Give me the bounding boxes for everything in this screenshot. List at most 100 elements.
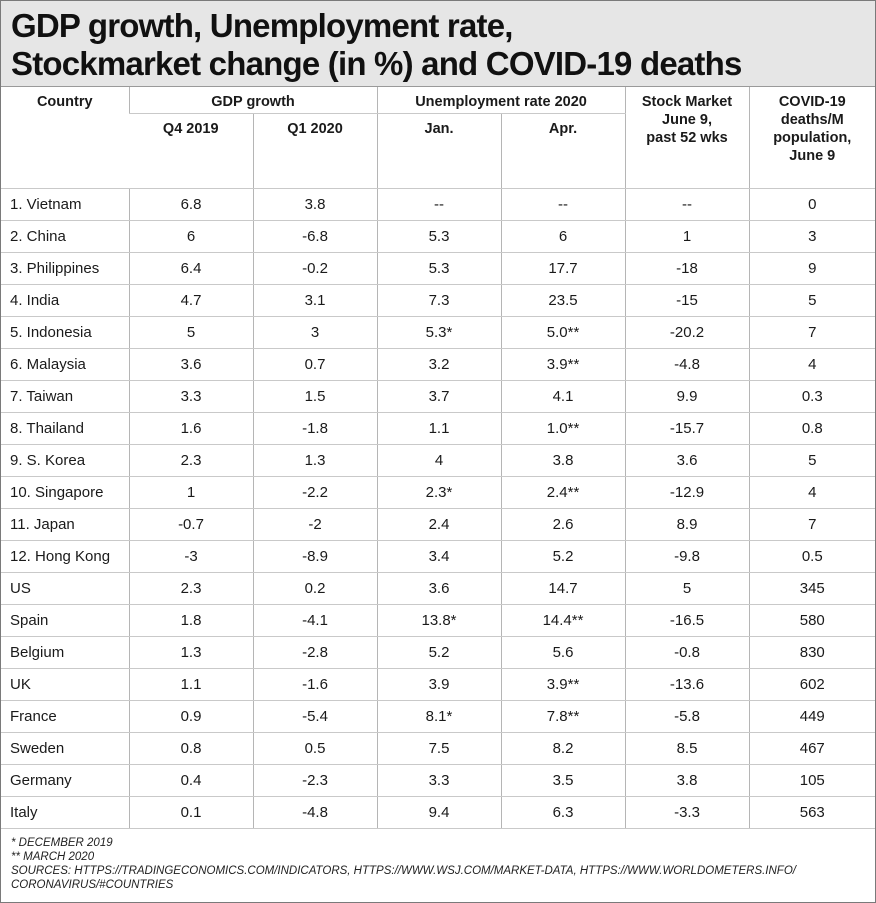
unemployment-header: Unemployment rate 2020 [376, 87, 626, 114]
unemployment-jan-cell: 1.1 [376, 412, 502, 445]
header-row-2: Q4 2019 Q1 2020 Jan. Apr. [1, 113, 875, 189]
gdp-q1-2020-cell: -1.6 [252, 668, 378, 701]
unemployment-jan-cell: 5.3 [376, 220, 502, 253]
stock-market-cell: 3.8 [624, 764, 750, 797]
unemployment-jan-cell: 5.3 [376, 252, 502, 285]
country-cell: 11. Japan [1, 508, 129, 541]
stock-market-cell: -16.5 [624, 604, 750, 637]
covid-deaths-cell: 0.8 [748, 412, 876, 445]
unemployment-apr-cell: 5.6 [500, 636, 626, 669]
table-row: 1. Vietnam 6.8 3.8 -- -- -- 0 [1, 188, 876, 221]
gdp-q1-2020-cell: -6.8 [252, 220, 378, 253]
stock-market-cell: -5.8 [624, 700, 750, 733]
gdp-q1-2020-cell: 0.2 [252, 572, 378, 605]
country-cell: 2. China [1, 220, 129, 253]
table-row: 3. Philippines 6.4 -0.2 5.3 17.7 -18 9 [1, 252, 876, 285]
country-cell: 10. Singapore [1, 476, 129, 509]
country-cell: Belgium [1, 636, 129, 669]
title-line-1: GDP growth, Unemployment rate, [11, 7, 513, 44]
unemployment-apr-cell: 1.0** [500, 412, 626, 445]
unemployment-jan-cell: 2.4 [376, 508, 502, 541]
unemployment-jan-cell: 3.6 [376, 572, 502, 605]
gdp-q4-2019-cell: 3.6 [128, 348, 253, 381]
gdp-q4-2019-cell: 5 [128, 316, 253, 349]
unemployment-apr-cell: -- [500, 188, 626, 221]
stock-market-cell: -12.9 [624, 476, 750, 509]
unemployment-apr-cell: 14.7 [500, 572, 626, 605]
stock-header-line: June 9, [662, 112, 712, 128]
jan-header: Jan. [376, 113, 502, 189]
covid-deaths-cell: 5 [748, 444, 876, 477]
country-cell: 3. Philippines [1, 252, 129, 285]
stock-market-cell: 8.9 [624, 508, 750, 541]
stock-header-line: Stock Market [641, 94, 733, 110]
gdp-q1-2020-cell: 3.1 [252, 284, 378, 317]
gdp-q4-2019-cell: 1.3 [128, 636, 253, 669]
gdp-q4-2019-cell: 1.1 [128, 668, 253, 701]
stock-market-cell: 9.9 [624, 380, 750, 413]
table-row: 5. Indonesia 5 3 5.3* 5.0** -20.2 7 [1, 316, 876, 349]
gdp-q4-2019-cell: 1 [128, 476, 253, 509]
stock-market-cell: 8.5 [624, 732, 750, 765]
unemployment-jan-cell: 3.4 [376, 540, 502, 573]
covid-deaths-cell: 0 [748, 188, 876, 221]
country-cell: 12. Hong Kong [1, 540, 129, 573]
unemployment-jan-cell: 13.8* [376, 604, 502, 637]
gdp-q4-2019-cell: 2.3 [128, 572, 253, 605]
gdp-q1-2020-cell: -1.8 [252, 412, 378, 445]
table-body: 1. Vietnam 6.8 3.8 -- -- -- 0 2. China 6 -6.8 5.3 6… [1, 188, 876, 829]
footnote-march: ** MARCH 2020 [11, 851, 95, 863]
covid-deaths-cell: 4 [748, 476, 876, 509]
covid-deaths-cell: 563 [748, 796, 876, 829]
gdp-q1-2020-cell: -5.4 [252, 700, 378, 733]
covid-deaths-header: COVID-19 deaths/M population, June 9 [748, 87, 876, 189]
gdp-q1-2020-cell: 3 [252, 316, 378, 349]
gdp-q1-2020-cell: -8.9 [252, 540, 378, 573]
gdp-q4-2019-cell: 1.6 [128, 412, 253, 445]
stock-market-cell: -15 [624, 284, 750, 317]
table-row: 4. India 4.7 3.1 7.3 23.5 -15 5 [1, 284, 876, 317]
stock-market-cell: -15.7 [624, 412, 750, 445]
unemployment-apr-cell: 6 [500, 220, 626, 253]
country-cell: Germany [1, 764, 129, 797]
stock-market-cell: -20.2 [624, 316, 750, 349]
unemployment-jan-cell: 7.3 [376, 284, 502, 317]
unemployment-jan-cell: 4 [376, 444, 502, 477]
country-cell: 1. Vietnam [1, 188, 129, 221]
unemployment-apr-cell: 6.3 [500, 796, 626, 829]
covid-deaths-cell: 580 [748, 604, 876, 637]
stock-market-cell: 1 [624, 220, 750, 253]
covid-deaths-cell: 449 [748, 700, 876, 733]
unemployment-jan-cell: 3.3 [376, 764, 502, 797]
covid-deaths-cell: 7 [748, 316, 876, 349]
stock-market-cell: -4.8 [624, 348, 750, 381]
unemployment-jan-cell: 8.1* [376, 700, 502, 733]
gdp-q4-2019-cell: 0.8 [128, 732, 253, 765]
header-row-1: Country GDP growth Unemployment rate 202… [1, 87, 876, 189]
covid-header-line: population, [773, 130, 852, 146]
gdp-q4-2019-cell: 1.8 [128, 604, 253, 637]
unemployment-jan-cell: 3.7 [376, 380, 502, 413]
unemployment-jan-cell: 5.3* [376, 316, 502, 349]
gdp-q4-2019-cell: 6.8 [128, 188, 253, 221]
country-cell: US [1, 572, 129, 605]
gdp-q4-2019-cell: 6.4 [128, 252, 253, 285]
gdp-q1-2020-cell: -2.8 [252, 636, 378, 669]
gdp-q1-2020-cell: 3.8 [252, 188, 378, 221]
stock-market-cell: -9.8 [624, 540, 750, 573]
gdp-q4-2019-cell: 2.3 [128, 444, 253, 477]
unemployment-apr-cell: 3.5 [500, 764, 626, 797]
covid-deaths-cell: 9 [748, 252, 876, 285]
stock-market-cell: -- [624, 188, 750, 221]
covid-deaths-cell: 345 [748, 572, 876, 605]
table-row: 7. Taiwan 3.3 1.5 3.7 4.1 9.9 0.3 [1, 380, 876, 413]
unemployment-jan-cell: 3.2 [376, 348, 502, 381]
gdp-q4-2019-cell: -0.7 [128, 508, 253, 541]
stock-market-cell: -18 [624, 252, 750, 285]
table-row: 2. China 6 -6.8 5.3 6 1 3 [1, 220, 876, 253]
covid-deaths-cell: 105 [748, 764, 876, 797]
gdp-q4-2019-cell: 6 [128, 220, 253, 253]
table-row: 11. Japan -0.7 -2 2.4 2.6 8.9 7 [1, 508, 876, 541]
unemployment-apr-cell: 3.8 [500, 444, 626, 477]
sources-line-1: SOURCES: HTTPS://TRADINGECONOMICS.COM/IN… [11, 865, 796, 877]
